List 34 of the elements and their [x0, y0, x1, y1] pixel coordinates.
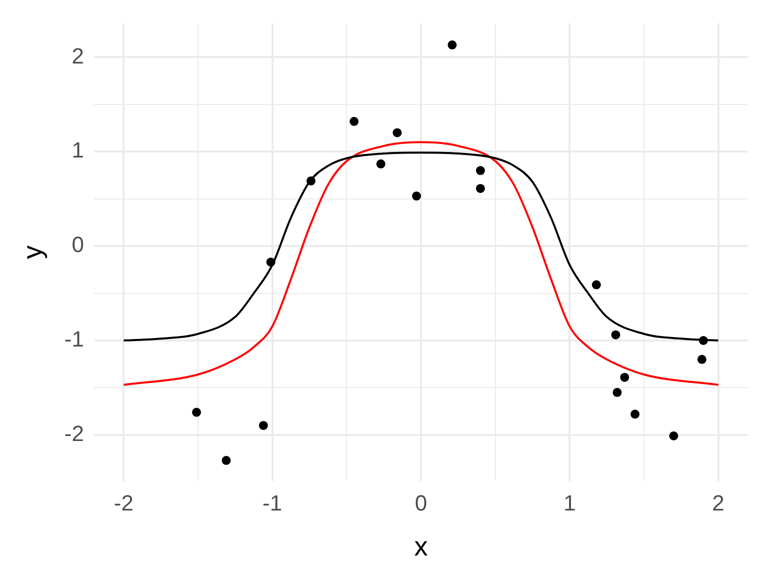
point: [697, 354, 706, 364]
point: [611, 330, 620, 340]
x-tick-label: 2: [712, 490, 724, 516]
point: [258, 420, 268, 430]
y-tick-label: -2: [64, 420, 84, 446]
point: [476, 166, 485, 176]
point: [306, 176, 316, 186]
point: [192, 408, 202, 417]
x-tick-label: -1: [262, 490, 282, 516]
y-tick-label: 1: [72, 138, 84, 163]
point: [392, 128, 402, 138]
point: [448, 40, 457, 50]
x-tick-label: -2: [114, 490, 134, 516]
y-tick-label: 2: [72, 43, 84, 68]
y-tick-label: -1: [64, 326, 84, 352]
point: [412, 192, 422, 201]
point: [612, 388, 622, 397]
x-tick-label: 0: [414, 490, 428, 516]
point: [266, 258, 276, 267]
point: [376, 159, 386, 168]
point: [222, 456, 231, 465]
point: [350, 116, 359, 126]
point: [698, 336, 708, 345]
x-tick-label: 1: [564, 490, 576, 516]
line-series: [122, 141, 720, 386]
point: [476, 184, 485, 193]
x-axis-title: x: [414, 531, 428, 562]
point: [620, 372, 630, 382]
point: [669, 431, 678, 440]
line-series: [122, 152, 720, 342]
y-tick-label: 0: [72, 232, 84, 258]
y-axis-title: y: [18, 244, 48, 259]
point: [630, 410, 640, 419]
point: [592, 280, 601, 290]
